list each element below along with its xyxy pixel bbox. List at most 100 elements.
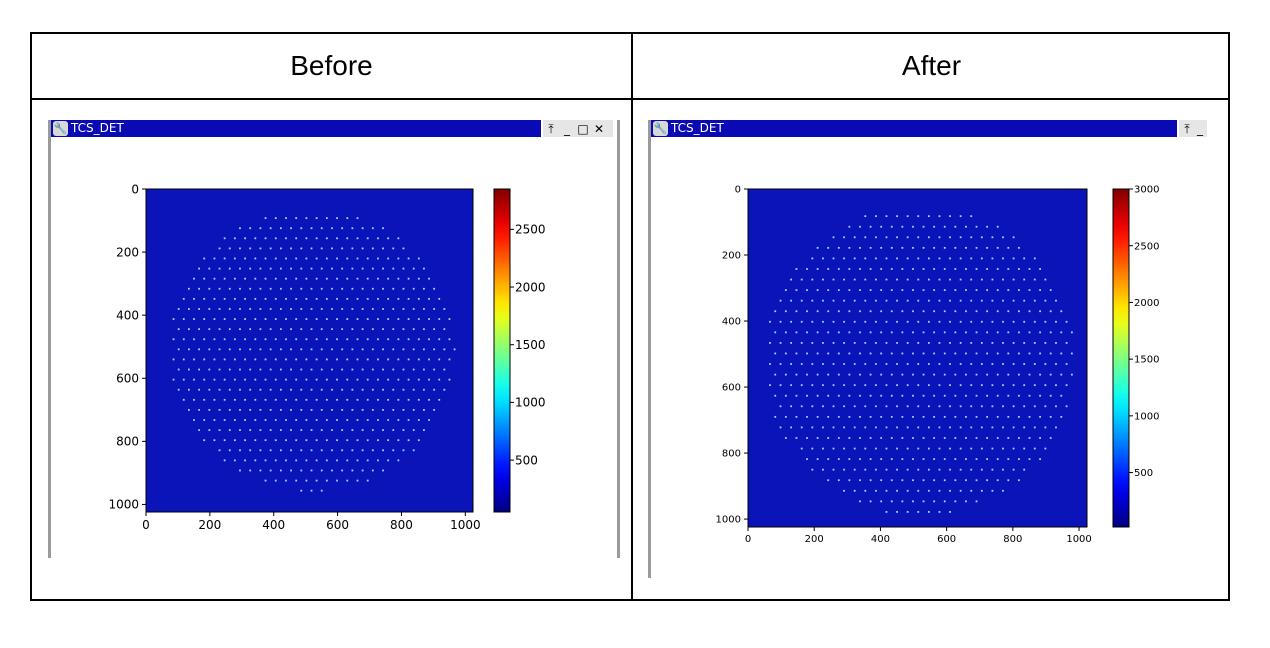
before-spot: [187, 348, 190, 351]
after-spot: [970, 320, 973, 323]
after-spot: [1070, 352, 1073, 355]
before-spot: [295, 398, 298, 401]
before-spot: [397, 378, 400, 381]
after-spot: [933, 246, 936, 249]
after-spot: [848, 246, 851, 249]
after-spot: [959, 405, 962, 408]
after-spot: [885, 278, 888, 281]
after-spot: [980, 299, 983, 302]
after-spot: [970, 278, 973, 281]
before-spot: [310, 489, 313, 492]
after-spot: [965, 500, 967, 503]
after-spot: [885, 489, 888, 492]
after-spot: [837, 352, 840, 355]
before-spot: [351, 449, 354, 452]
before-spot: [453, 348, 456, 351]
after-spot: [1044, 320, 1047, 323]
before-spot: [290, 287, 292, 290]
after-spot: [779, 299, 782, 302]
after-spot: [986, 458, 989, 461]
before-spot: [228, 308, 231, 310]
before-spot: [223, 398, 226, 401]
before-spot: [417, 419, 420, 421]
after-spot: [949, 511, 951, 513]
after-spot: [954, 373, 957, 376]
after-spot: [859, 310, 861, 313]
before-spot: [279, 348, 282, 351]
after-spot: [1028, 415, 1031, 418]
after-spot: [954, 331, 957, 334]
before-x-tick-label: 600: [326, 518, 349, 532]
after-spot: [922, 479, 925, 482]
after-spot: [816, 394, 819, 397]
before-spot: [274, 378, 277, 381]
before-spot: [336, 439, 338, 442]
after-spot: [874, 236, 877, 239]
after-spot: [912, 415, 914, 418]
after-spot: [816, 437, 819, 439]
after-spot: [896, 278, 898, 281]
before-spot: [228, 388, 231, 391]
after-spot: [822, 278, 824, 281]
after-spot: [1007, 458, 1010, 461]
after-axes-frame: [747, 188, 1088, 528]
after-spot: [874, 257, 877, 260]
after-spot: [1033, 342, 1036, 344]
after-colorbar-tick-label: 1500: [1134, 355, 1159, 366]
before-spot: [438, 297, 441, 300]
before-spot: [305, 338, 308, 341]
after-spots: [769, 215, 1073, 513]
maximize-icon[interactable]: □: [577, 122, 589, 136]
after-spot: [853, 384, 856, 387]
after-spot: [1049, 310, 1052, 313]
before-spot: [290, 308, 292, 310]
before-titlebar[interactable]: 🔧 TCS_DET: [51, 120, 541, 137]
after-spot: [943, 437, 946, 439]
before-spot: [213, 257, 216, 260]
before-spot: [187, 368, 190, 371]
after-spot: [811, 426, 814, 429]
after-spot: [965, 225, 967, 228]
after-spot: [949, 236, 951, 239]
after-spot: [874, 320, 877, 323]
before-spot: [346, 318, 349, 320]
before-spot: [320, 469, 323, 472]
before-spot: [213, 398, 216, 401]
after-spot: [779, 384, 782, 387]
keep-on-top-icon[interactable]: ⤒: [1184, 122, 1190, 136]
minimize-icon[interactable]: _: [564, 122, 570, 136]
after-spot: [880, 437, 883, 439]
after-spot: [1002, 384, 1004, 387]
after-spot: [912, 394, 914, 397]
after-spot: [917, 468, 920, 471]
before-spot: [254, 358, 257, 361]
before-spot: [300, 287, 303, 290]
after-spot: [933, 415, 936, 418]
after-spot: [806, 437, 808, 439]
after-spot: [959, 299, 962, 302]
after-spot: [1039, 310, 1041, 313]
close-icon[interactable]: ✕: [593, 122, 605, 136]
before-spot: [336, 297, 338, 300]
after-spot: [927, 384, 930, 387]
before-spot: [244, 277, 246, 280]
before-spot: [346, 237, 349, 240]
before-spot: [218, 328, 221, 331]
before-spot: [325, 398, 328, 401]
before-spot: [172, 318, 175, 320]
minimize-icon[interactable]: _: [1197, 122, 1203, 136]
after-spot: [848, 458, 851, 461]
after-spot: [816, 268, 819, 270]
before-spot: [315, 277, 318, 280]
after-spot: [848, 437, 851, 439]
keep-on-top-icon[interactable]: ⤒: [548, 122, 554, 136]
before-spot: [295, 439, 298, 442]
after-spot: [901, 352, 904, 355]
after-titlebar[interactable]: 🔧 TCS_DET: [651, 120, 1177, 137]
before-spot: [182, 338, 185, 341]
before-spot: [412, 368, 415, 371]
after-spot: [959, 342, 962, 344]
after-spot: [822, 342, 824, 344]
after-spot: [980, 447, 983, 450]
comparison-table: Before After: [30, 32, 1230, 601]
